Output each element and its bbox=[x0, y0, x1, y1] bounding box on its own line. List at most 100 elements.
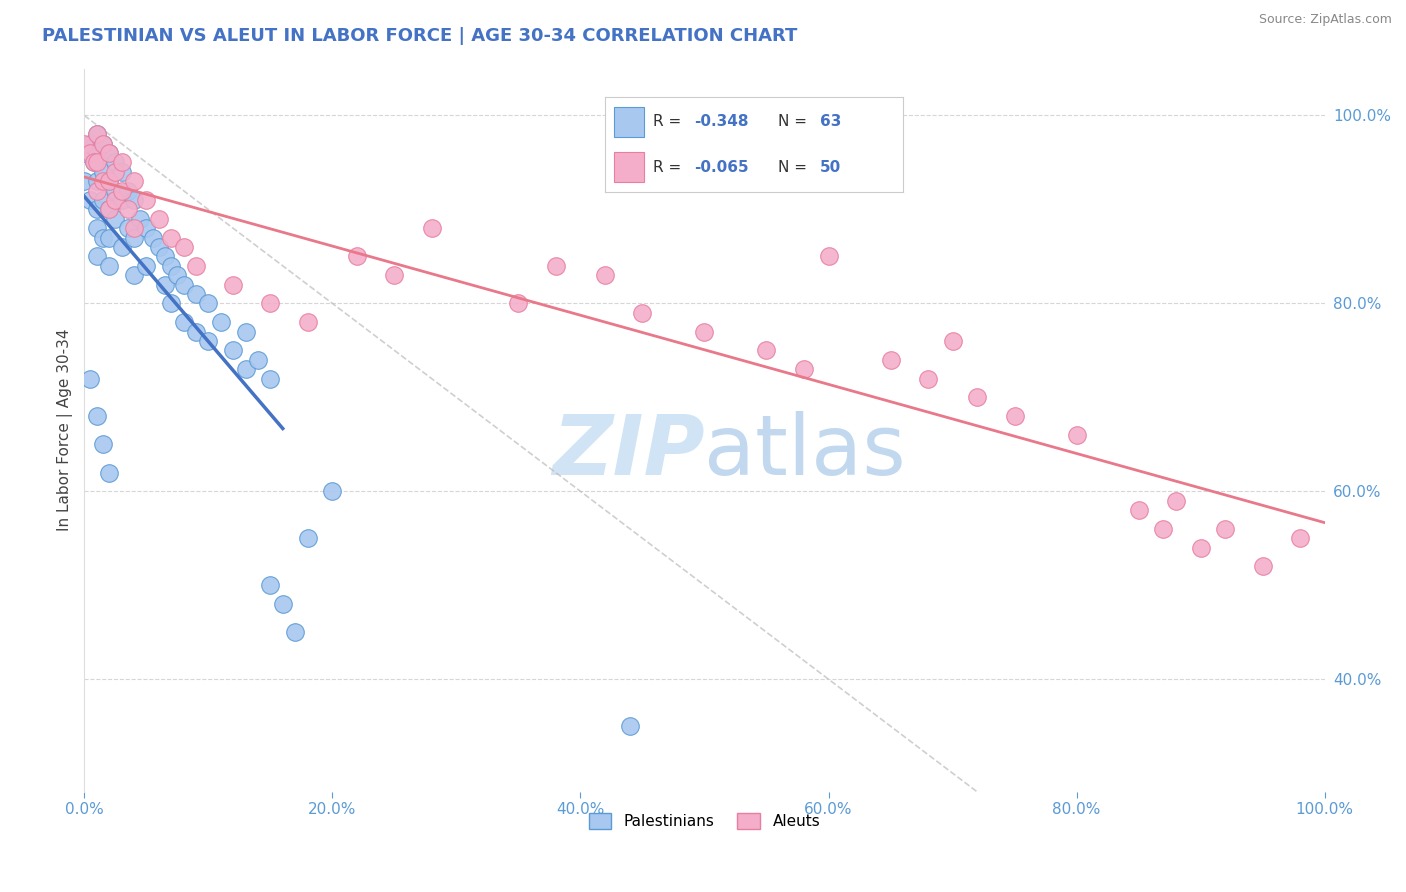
Point bbox=[593, 268, 616, 283]
Point bbox=[184, 287, 207, 301]
Point bbox=[135, 193, 157, 207]
Text: atlas: atlas bbox=[704, 411, 907, 492]
Point bbox=[86, 128, 108, 142]
Point bbox=[148, 240, 170, 254]
Point bbox=[879, 352, 901, 367]
Point bbox=[91, 165, 114, 179]
Legend: Palestinians, Aleuts: Palestinians, Aleuts bbox=[582, 806, 827, 835]
Point bbox=[160, 259, 183, 273]
Point bbox=[693, 325, 716, 339]
Point bbox=[141, 230, 163, 244]
Text: ZIP: ZIP bbox=[551, 411, 704, 492]
Point bbox=[117, 202, 139, 217]
Point bbox=[917, 371, 939, 385]
Point bbox=[86, 221, 108, 235]
Point bbox=[1289, 531, 1312, 545]
Point bbox=[122, 174, 145, 188]
Point bbox=[1251, 559, 1274, 574]
Point bbox=[135, 221, 157, 235]
Point bbox=[941, 334, 963, 348]
Point bbox=[79, 136, 101, 151]
Point bbox=[86, 409, 108, 424]
Point bbox=[755, 343, 778, 358]
Point bbox=[117, 184, 139, 198]
Point bbox=[98, 466, 121, 480]
Point bbox=[98, 146, 121, 161]
Point bbox=[91, 136, 114, 151]
Point bbox=[148, 211, 170, 226]
Point bbox=[271, 597, 294, 611]
Point bbox=[173, 315, 195, 329]
Point bbox=[173, 240, 195, 254]
Point bbox=[420, 221, 443, 235]
Point bbox=[197, 296, 219, 310]
Point bbox=[110, 165, 132, 179]
Point bbox=[166, 268, 188, 283]
Point bbox=[73, 146, 96, 161]
Point bbox=[83, 155, 105, 169]
Point bbox=[91, 437, 114, 451]
Point bbox=[153, 277, 176, 292]
Point bbox=[259, 578, 281, 592]
Text: PALESTINIAN VS ALEUT IN LABOR FORCE | AGE 30-34 CORRELATION CHART: PALESTINIAN VS ALEUT IN LABOR FORCE | AG… bbox=[42, 27, 797, 45]
Point bbox=[83, 155, 105, 169]
Point bbox=[98, 259, 121, 273]
Point bbox=[284, 625, 307, 640]
Point bbox=[110, 184, 132, 198]
Point bbox=[1164, 493, 1187, 508]
Text: Source: ZipAtlas.com: Source: ZipAtlas.com bbox=[1258, 13, 1392, 27]
Point bbox=[1152, 522, 1174, 536]
Point bbox=[235, 325, 257, 339]
Point bbox=[297, 315, 319, 329]
Point bbox=[86, 174, 108, 188]
Point bbox=[104, 193, 127, 207]
Point bbox=[1066, 428, 1088, 442]
Point bbox=[246, 352, 269, 367]
Point bbox=[79, 193, 101, 207]
Point bbox=[966, 390, 988, 404]
Point bbox=[209, 315, 232, 329]
Point bbox=[98, 202, 121, 217]
Point bbox=[184, 325, 207, 339]
Point bbox=[73, 136, 96, 151]
Point bbox=[122, 193, 145, 207]
Point bbox=[1189, 541, 1212, 555]
Point bbox=[184, 259, 207, 273]
Point bbox=[86, 128, 108, 142]
Point bbox=[160, 296, 183, 310]
Point bbox=[104, 184, 127, 198]
Point bbox=[86, 202, 108, 217]
Point bbox=[544, 259, 567, 273]
Point bbox=[384, 268, 406, 283]
Point bbox=[86, 249, 108, 263]
Point bbox=[197, 334, 219, 348]
Point bbox=[91, 193, 114, 207]
Point bbox=[222, 277, 245, 292]
Point bbox=[160, 230, 183, 244]
Point bbox=[104, 155, 127, 169]
Y-axis label: In Labor Force | Age 30-34: In Labor Force | Age 30-34 bbox=[58, 329, 73, 532]
Point bbox=[235, 362, 257, 376]
Point bbox=[259, 371, 281, 385]
Point bbox=[346, 249, 368, 263]
Point bbox=[122, 268, 145, 283]
Point bbox=[98, 174, 121, 188]
Point bbox=[1215, 522, 1237, 536]
Point bbox=[86, 146, 108, 161]
Point bbox=[619, 719, 641, 733]
Point bbox=[321, 484, 343, 499]
Point bbox=[259, 296, 281, 310]
Point bbox=[793, 362, 815, 376]
Point bbox=[135, 259, 157, 273]
Point bbox=[91, 230, 114, 244]
Point bbox=[98, 174, 121, 188]
Point bbox=[73, 174, 96, 188]
Point bbox=[79, 371, 101, 385]
Point bbox=[173, 277, 195, 292]
Point bbox=[117, 221, 139, 235]
Point bbox=[104, 211, 127, 226]
Point bbox=[86, 155, 108, 169]
Point bbox=[297, 531, 319, 545]
Point bbox=[122, 230, 145, 244]
Point bbox=[110, 155, 132, 169]
